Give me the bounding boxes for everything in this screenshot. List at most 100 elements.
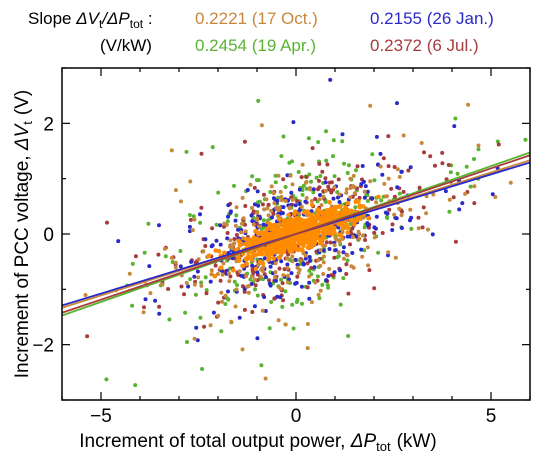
data-point — [334, 237, 339, 242]
data-point — [303, 253, 308, 258]
data-point — [173, 188, 178, 193]
data-point — [228, 274, 233, 279]
data-point — [286, 212, 292, 218]
data-point — [327, 247, 332, 251]
data-point — [355, 164, 360, 169]
data-point — [313, 280, 318, 285]
data-point — [419, 141, 424, 145]
data-point — [408, 165, 413, 170]
data-point — [130, 303, 135, 308]
data-point — [187, 224, 192, 229]
data-point — [209, 272, 214, 277]
data-point — [286, 228, 292, 233]
data-point — [288, 217, 294, 222]
data-point — [219, 265, 224, 271]
data-point — [216, 300, 221, 305]
data-point — [374, 134, 379, 139]
data-point — [345, 258, 350, 263]
data-point — [204, 291, 209, 296]
data-point — [308, 212, 314, 218]
data-point — [169, 255, 174, 260]
data-point — [244, 237, 249, 242]
data-point — [338, 268, 343, 273]
data-point — [219, 290, 224, 295]
data-point — [249, 256, 254, 262]
data-point — [233, 304, 238, 309]
data-point — [337, 210, 342, 216]
data-point — [376, 194, 381, 200]
data-point — [324, 240, 329, 245]
data-point — [166, 287, 171, 291]
data-point — [234, 205, 239, 210]
y-tick-label: 2 — [43, 114, 54, 135]
data-point — [253, 283, 258, 288]
data-point — [331, 154, 335, 159]
data-point — [298, 226, 304, 232]
data-point — [283, 289, 288, 294]
data-point — [276, 255, 282, 260]
data-point — [468, 184, 473, 189]
data-point — [192, 274, 197, 279]
data-point — [233, 223, 238, 228]
data-point — [320, 219, 326, 225]
data-point — [384, 215, 389, 220]
data-point — [261, 222, 266, 227]
data-point — [228, 238, 233, 243]
data-point — [316, 258, 321, 263]
data-point — [255, 189, 260, 194]
data-point — [210, 226, 215, 231]
data-point — [188, 277, 193, 282]
legend-entry-jul: 0.2372 (6 Jul.) — [370, 36, 479, 55]
data-point — [367, 268, 372, 273]
data-point — [360, 164, 365, 168]
data-point — [255, 293, 260, 298]
data-point — [270, 260, 275, 265]
data-point — [246, 240, 252, 245]
data-point — [297, 202, 302, 206]
data-point — [218, 278, 223, 283]
data-point — [366, 215, 371, 221]
data-point — [183, 310, 188, 315]
data-point — [372, 230, 377, 235]
data-point — [348, 221, 353, 226]
data-point — [237, 315, 242, 320]
data-point — [348, 242, 352, 247]
data-point — [389, 186, 394, 191]
data-point — [209, 268, 214, 273]
data-point — [308, 235, 313, 240]
data-point — [281, 273, 286, 278]
data-point — [190, 228, 195, 233]
data-point — [416, 215, 421, 220]
data-point — [279, 198, 284, 203]
data-point — [278, 242, 283, 247]
data-point — [327, 267, 332, 271]
data-point — [508, 180, 513, 185]
data-point — [290, 224, 296, 230]
data-point — [143, 297, 148, 302]
data-point — [179, 199, 183, 204]
data-point — [252, 202, 257, 207]
data-point — [253, 266, 259, 272]
data-point — [281, 205, 286, 210]
data-point — [322, 254, 326, 259]
data-point — [320, 235, 326, 241]
data-point — [359, 182, 364, 187]
data-point — [236, 258, 242, 264]
data-point — [297, 267, 302, 272]
data-point — [147, 264, 152, 269]
data-point — [256, 200, 260, 205]
legend-heading: Slope ΔVt/ΔPtot : — [28, 9, 153, 31]
data-point — [331, 212, 337, 217]
data-point — [262, 295, 267, 299]
data-point — [83, 293, 88, 297]
data-point — [383, 194, 388, 199]
data-point — [338, 302, 343, 307]
data-point — [331, 273, 336, 278]
data-point — [301, 183, 306, 188]
data-point — [265, 206, 270, 211]
data-point — [288, 205, 292, 210]
data-point — [300, 301, 304, 306]
data-point — [261, 218, 266, 223]
data-point — [301, 236, 307, 241]
